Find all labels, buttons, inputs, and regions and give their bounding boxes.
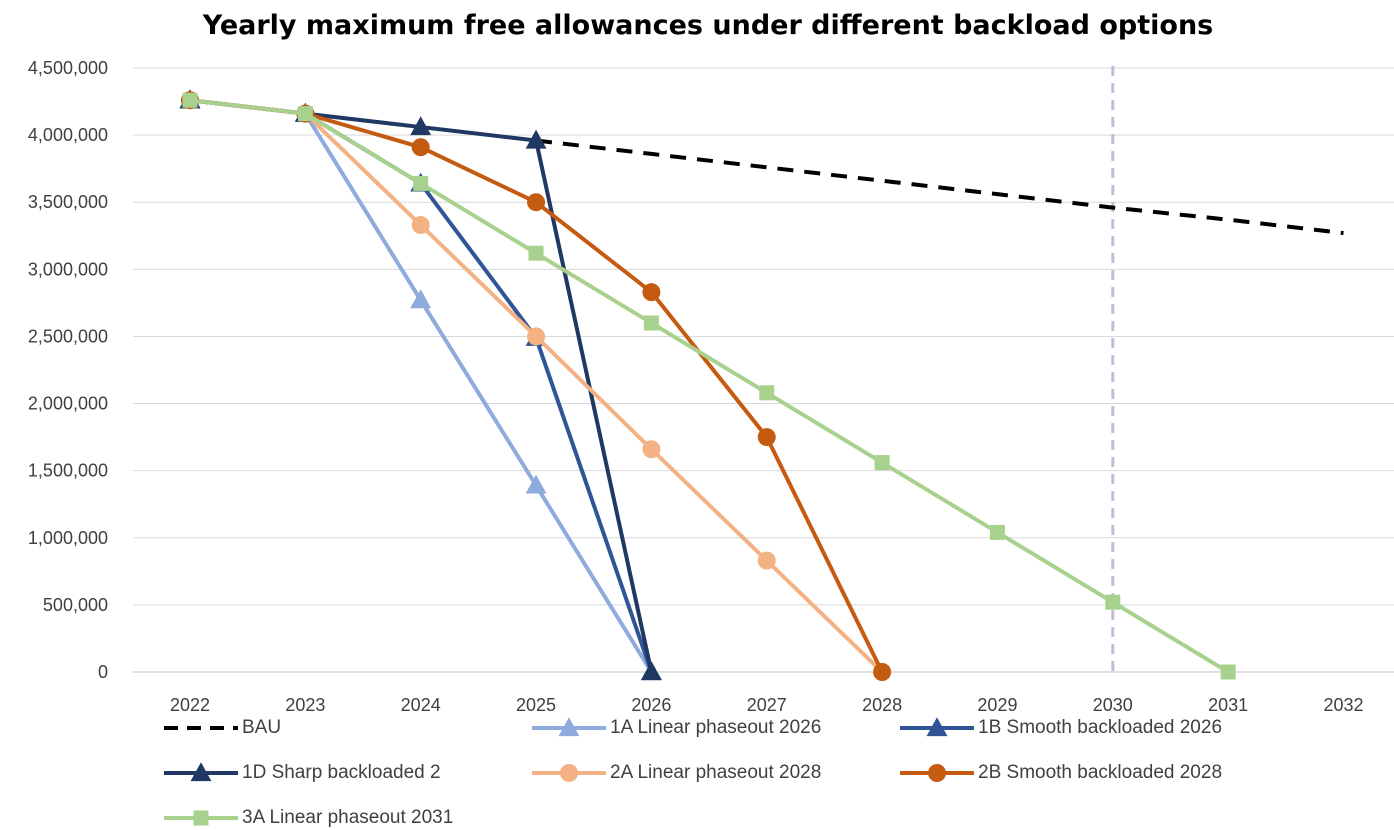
y-tick-label: 1,000,000 bbox=[28, 528, 108, 548]
series-group bbox=[180, 89, 1344, 681]
series-marker bbox=[758, 552, 776, 570]
series-marker bbox=[298, 106, 313, 121]
x-tick-label: 2025 bbox=[516, 695, 556, 715]
series-marker bbox=[183, 93, 198, 108]
series-5 bbox=[181, 91, 891, 681]
x-tick-label: 2026 bbox=[631, 695, 671, 715]
series-marker bbox=[990, 525, 1005, 540]
y-tick-label: 500,000 bbox=[43, 595, 108, 615]
series-marker bbox=[527, 193, 545, 211]
x-tick-label: 2031 bbox=[1208, 695, 1248, 715]
y-tick-label: 4,500,000 bbox=[28, 58, 108, 78]
series-line bbox=[190, 100, 882, 672]
x-axis: 2022 2023 2024 2025 2026 2027 2028 2029 2030 2031… bbox=[170, 695, 1364, 715]
series-marker bbox=[758, 428, 776, 446]
x-tick-label: 2029 bbox=[977, 695, 1017, 715]
x-tick-label: 2024 bbox=[401, 695, 441, 715]
series-marker bbox=[644, 316, 659, 331]
y-tick-label: 3,500,000 bbox=[28, 192, 108, 212]
series-marker bbox=[412, 216, 430, 234]
series-marker bbox=[759, 385, 774, 400]
series-marker bbox=[413, 176, 428, 191]
y-tick-label: 2,000,000 bbox=[28, 394, 108, 414]
x-tick-label: 2032 bbox=[1323, 695, 1363, 715]
y-tick-label: 1,500,000 bbox=[28, 461, 108, 481]
series-marker bbox=[410, 289, 431, 308]
series-marker bbox=[873, 663, 891, 681]
series-marker bbox=[412, 138, 430, 156]
series-marker bbox=[529, 246, 544, 261]
x-tick-label: 2028 bbox=[862, 695, 902, 715]
x-tick-label: 2030 bbox=[1093, 695, 1133, 715]
series-line bbox=[190, 100, 882, 672]
gridlines bbox=[133, 68, 1394, 672]
series-marker bbox=[1221, 665, 1236, 680]
series-0 bbox=[536, 140, 1343, 233]
series-marker bbox=[642, 283, 660, 301]
x-tick-label: 2023 bbox=[285, 695, 325, 715]
series-line bbox=[190, 100, 1228, 672]
series-marker bbox=[641, 661, 662, 680]
series-6 bbox=[183, 93, 1236, 680]
series-4 bbox=[181, 91, 891, 681]
y-axis: 0 500,000 1,000,000 1,500,000 2,000,000 2,500… bbox=[28, 58, 108, 682]
y-tick-label: 4,000,000 bbox=[28, 125, 108, 145]
x-tick-label: 2022 bbox=[170, 695, 210, 715]
series-marker bbox=[875, 455, 890, 470]
series-marker bbox=[642, 440, 660, 458]
y-tick-label: 3,000,000 bbox=[28, 259, 108, 279]
series-line bbox=[536, 140, 1343, 233]
series-marker bbox=[527, 327, 545, 345]
x-tick-label: 2027 bbox=[747, 695, 787, 715]
y-tick-label: 2,500,000 bbox=[28, 326, 108, 346]
y-tick-label: 0 bbox=[98, 662, 108, 682]
series-marker bbox=[1105, 595, 1120, 610]
